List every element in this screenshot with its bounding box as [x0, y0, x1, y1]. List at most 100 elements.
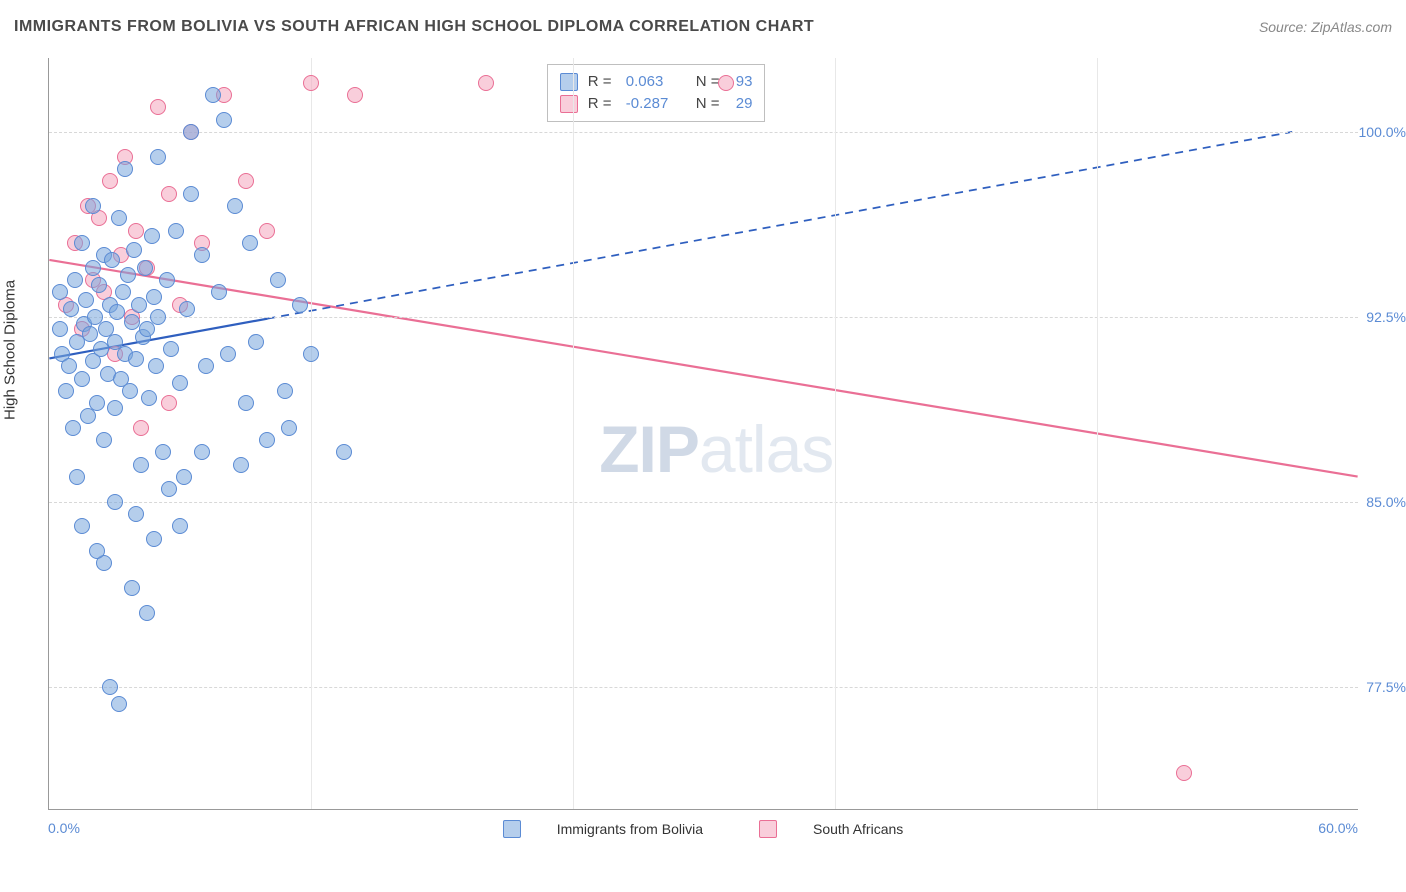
legend-item: Immigrants from Bolivia: [489, 820, 717, 838]
scatter-point: [277, 383, 293, 399]
scatter-point: [183, 124, 199, 140]
y-axis-label: High School Diploma: [2, 280, 19, 420]
scatter-point: [115, 284, 131, 300]
scatter-point: [122, 383, 138, 399]
scatter-point: [85, 198, 101, 214]
scatter-point: [198, 358, 214, 374]
scatter-point: [161, 395, 177, 411]
r-label: R =: [588, 71, 616, 93]
n-value: 93: [736, 71, 753, 93]
scatter-point: [259, 432, 275, 448]
r-value: 0.063: [626, 71, 686, 93]
scatter-point: [176, 469, 192, 485]
legend-swatch: [560, 95, 578, 113]
scatter-point: [131, 297, 147, 313]
scatter-point: [211, 284, 227, 300]
scatter-point: [144, 228, 160, 244]
scatter-point: [150, 149, 166, 165]
scatter-point: [117, 161, 133, 177]
grid-line-h: [49, 502, 1358, 503]
scatter-point: [120, 267, 136, 283]
scatter-point: [67, 272, 83, 288]
scatter-point: [292, 297, 308, 313]
x-axis-row: 0.0% Immigrants from BoliviaSouth Africa…: [48, 820, 1358, 850]
grid-line-h: [49, 317, 1358, 318]
scatter-point: [128, 223, 144, 239]
scatter-point: [718, 75, 734, 91]
scatter-point: [124, 314, 140, 330]
scatter-point: [69, 469, 85, 485]
legend-label: South Africans: [813, 821, 903, 837]
scatter-point: [150, 309, 166, 325]
scatter-point: [78, 292, 94, 308]
scatter-point: [52, 321, 68, 337]
scatter-point: [238, 395, 254, 411]
legend-swatch: [560, 73, 578, 91]
grid-line-h: [49, 132, 1358, 133]
scatter-point: [303, 346, 319, 362]
legend-row: R = -0.287 N = 29: [560, 93, 753, 115]
scatter-point: [74, 371, 90, 387]
scatter-point: [58, 383, 74, 399]
chart-title: IMMIGRANTS FROM BOLIVIA VS SOUTH AFRICAN…: [14, 18, 814, 36]
scatter-point: [194, 444, 210, 460]
scatter-point: [159, 272, 175, 288]
scatter-point: [183, 186, 199, 202]
n-value: 29: [736, 93, 753, 115]
scatter-point: [150, 99, 166, 115]
grid-line-v: [311, 58, 312, 809]
scatter-point: [242, 235, 258, 251]
scatter-point: [146, 531, 162, 547]
r-value: -0.287: [626, 93, 686, 115]
scatter-point: [133, 457, 149, 473]
scatter-point: [89, 395, 105, 411]
watermark: ZIPatlas: [599, 411, 833, 487]
legend-swatch: [759, 820, 777, 838]
scatter-point: [61, 358, 77, 374]
scatter-point: [63, 301, 79, 317]
scatter-point: [146, 289, 162, 305]
grid-line-h: [49, 687, 1358, 688]
scatter-point: [248, 334, 264, 350]
correlation-legend: R = 0.063 N = 93R = -0.287 N = 29: [547, 64, 766, 122]
scatter-point: [141, 390, 157, 406]
scatter-point: [109, 304, 125, 320]
scatter-point: [148, 358, 164, 374]
watermark-light: atlas: [699, 412, 833, 486]
scatter-point: [52, 284, 68, 300]
scatter-point: [259, 223, 275, 239]
scatter-point: [107, 400, 123, 416]
grid-line-v: [573, 58, 574, 809]
scatter-point: [205, 87, 221, 103]
scatter-point: [168, 223, 184, 239]
y-tick-label: 100.0%: [1346, 124, 1406, 140]
y-tick-label: 92.5%: [1346, 309, 1406, 325]
r-label: R =: [588, 93, 616, 115]
scatter-point: [216, 112, 232, 128]
scatter-point: [82, 326, 98, 342]
scatter-point: [137, 260, 153, 276]
scatter-point: [161, 186, 177, 202]
scatter-point: [133, 420, 149, 436]
y-tick-label: 85.0%: [1346, 494, 1406, 510]
scatter-point: [347, 87, 363, 103]
scatter-point: [281, 420, 297, 436]
scatter-point: [220, 346, 236, 362]
series-legend: Immigrants from Bolivia South Africans: [48, 820, 1358, 841]
scatter-point: [102, 173, 118, 189]
scatter-point: [126, 242, 142, 258]
scatter-point: [233, 457, 249, 473]
scatter-point: [238, 173, 254, 189]
scatter-point: [172, 375, 188, 391]
scatter-point: [227, 198, 243, 214]
scatter-point: [336, 444, 352, 460]
scatter-point: [270, 272, 286, 288]
chart-plot-area: ZIPatlas R =0.063N =93R =-0.287N =29 100…: [48, 58, 1358, 810]
scatter-point: [65, 420, 81, 436]
n-label: N =: [696, 93, 726, 115]
scatter-point: [163, 341, 179, 357]
grid-line-v: [1097, 58, 1098, 809]
scatter-point: [91, 277, 107, 293]
scatter-point: [139, 605, 155, 621]
scatter-point: [89, 543, 105, 559]
